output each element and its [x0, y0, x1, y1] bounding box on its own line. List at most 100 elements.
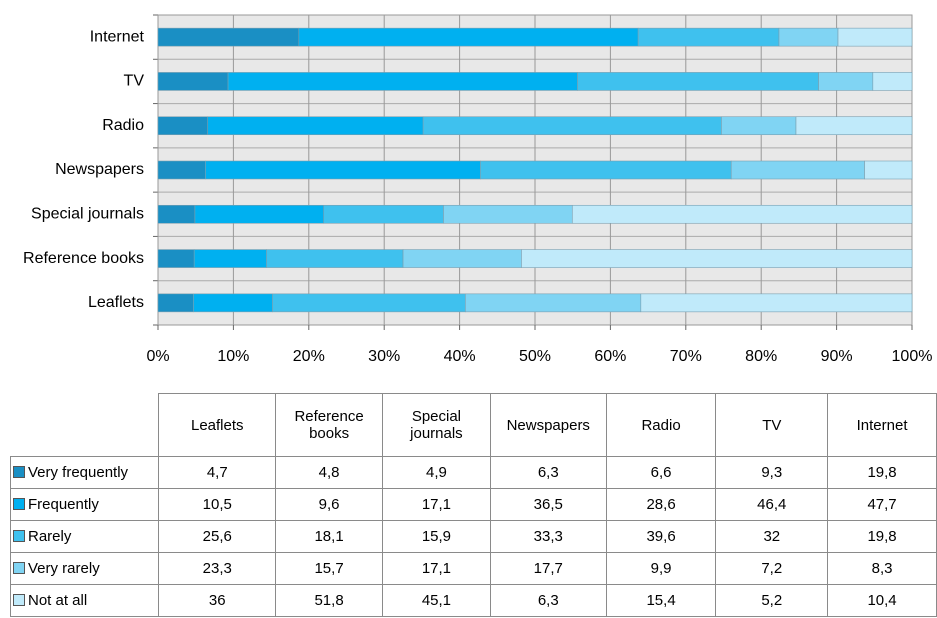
- legend-key: [13, 466, 25, 478]
- bar-segment: [157, 116, 209, 136]
- x-tick-label: 60%: [594, 348, 626, 365]
- table-cell: 19,8: [827, 456, 937, 489]
- x-tick-label: 90%: [821, 348, 853, 365]
- x-tick-label: 30%: [368, 348, 400, 365]
- legend-key: [13, 498, 25, 510]
- table-cell: 25,6: [158, 520, 277, 553]
- bar-segment: [157, 160, 206, 180]
- table-cell: 17,7: [489, 552, 607, 585]
- table-cell: 17,1: [382, 552, 491, 585]
- legend-label: Rarely: [28, 528, 72, 545]
- bar-segment: [157, 27, 300, 47]
- legend-key: [13, 530, 25, 542]
- table-row: Very frequently 4,7 4,8 4,9 6,3 6,6 9,3 19,8: [9, 456, 937, 489]
- table-cell: 45,1: [382, 584, 491, 617]
- legend-key: [13, 594, 25, 606]
- table-cell: 9,9: [605, 552, 717, 585]
- legend-label: Frequently: [28, 496, 99, 513]
- table-cell: 46,4: [715, 488, 829, 521]
- legend-key: [13, 562, 25, 574]
- x-tick-label: 50%: [519, 348, 551, 365]
- data-table: Leaflets Reference books Special journals N…: [9, 393, 937, 617]
- table-cell: 15,9: [382, 520, 491, 553]
- column-header: Newspapers: [489, 393, 607, 457]
- chart: 0% 10% 20% 30% 40% 50% 60% 70% 80% 90% 100% Leaflet…: [23, 14, 932, 365]
- table-cell: 18,1: [275, 520, 384, 553]
- bar-segment: [521, 249, 913, 268]
- bar-segment: [194, 204, 325, 224]
- table-cell: 6,6: [605, 456, 717, 489]
- table-cell: 4,7: [158, 456, 277, 489]
- legend-entry: Frequently: [9, 488, 160, 521]
- bar-segment: [872, 72, 913, 91]
- legend-entry: Very frequently: [9, 456, 160, 489]
- x-tick-label: 80%: [745, 348, 777, 365]
- bar-segment: [157, 293, 194, 313]
- table-cell: 17,1: [382, 488, 491, 521]
- x-tick-label: 10%: [217, 348, 249, 365]
- bar-segment: [443, 204, 573, 224]
- bar-segment: [193, 249, 267, 268]
- table-cell: 36: [158, 584, 277, 617]
- y-tick-label: TV: [124, 73, 145, 90]
- column-header: TV: [715, 393, 829, 457]
- table-cell: 4,8: [275, 456, 384, 489]
- table-cell: 15,4: [605, 584, 717, 617]
- x-tick-label: 20%: [293, 348, 325, 365]
- corner: [10, 393, 160, 457]
- legend-label: Very frequently: [28, 464, 129, 481]
- bar-segment: [480, 160, 732, 180]
- table-cell: 10,5: [158, 488, 277, 521]
- bar-segment: [795, 116, 913, 136]
- table-cell: 51,8: [275, 584, 384, 617]
- table-cell: 6,3: [489, 456, 607, 489]
- table-row: Very rarely 23,3 15,7 17,1 17,7 9,9 7,2 8,3: [9, 552, 937, 585]
- bar-segment: [298, 27, 639, 47]
- y-tick-label: Radio: [102, 117, 144, 134]
- bar-segment: [837, 27, 913, 47]
- table-cell: 28,6: [605, 488, 717, 521]
- bar-segment: [571, 204, 913, 224]
- table-cell: 15,7: [275, 552, 384, 585]
- bar-segment: [577, 72, 819, 91]
- table-cell: 7,2: [715, 552, 829, 585]
- bar-segment: [157, 204, 196, 224]
- table-cell: 9,6: [275, 488, 384, 521]
- y-tick-label: Newspapers: [55, 161, 144, 178]
- bar-segment: [818, 72, 874, 91]
- column-header: Leaflets: [158, 393, 277, 457]
- table-cell: 10,4: [827, 584, 937, 617]
- table-cell: 5,2: [715, 584, 829, 617]
- table-row: Not at all 36 51,8 45,1 6,3 15,4 5,2 10,4: [9, 584, 937, 617]
- legend-label: Not at all: [28, 592, 88, 609]
- table-cell: 33,3: [489, 520, 607, 553]
- column-header: Radio: [605, 393, 717, 457]
- bar-segment: [465, 293, 642, 313]
- bar-segment: [422, 116, 722, 136]
- table-row: Frequently 10,5 9,6 17,1 36,5 28,6 46,4 47,7: [9, 488, 937, 521]
- y-tick-label: Special journals: [31, 206, 144, 223]
- table-cell: 32: [715, 520, 829, 553]
- table-cell: 9,3: [715, 456, 829, 489]
- column-header: Reference books: [275, 393, 384, 457]
- y-tick-label: Internet: [90, 28, 145, 45]
- table-cell: 4,9: [382, 456, 491, 489]
- bar-segment: [157, 72, 229, 91]
- y-tick-label: Reference books: [23, 250, 144, 267]
- bar-segment: [266, 249, 404, 268]
- bar-segment: [640, 293, 913, 313]
- bar-segment: [730, 160, 865, 180]
- column-header: Internet: [827, 393, 937, 457]
- column-header: Special journals: [382, 393, 491, 457]
- table-cell: 8,3: [827, 552, 937, 585]
- table-cell: 47,7: [827, 488, 937, 521]
- x-tick-label: 0%: [146, 348, 169, 365]
- x-tick-label: 40%: [444, 348, 476, 365]
- bar-segment: [205, 160, 481, 180]
- table-cell: 19,8: [827, 520, 937, 553]
- bar-segment: [207, 116, 424, 136]
- legend-label: Very rarely: [28, 560, 100, 577]
- bar-segment: [637, 27, 780, 47]
- legend-entry: Not at all: [9, 584, 160, 617]
